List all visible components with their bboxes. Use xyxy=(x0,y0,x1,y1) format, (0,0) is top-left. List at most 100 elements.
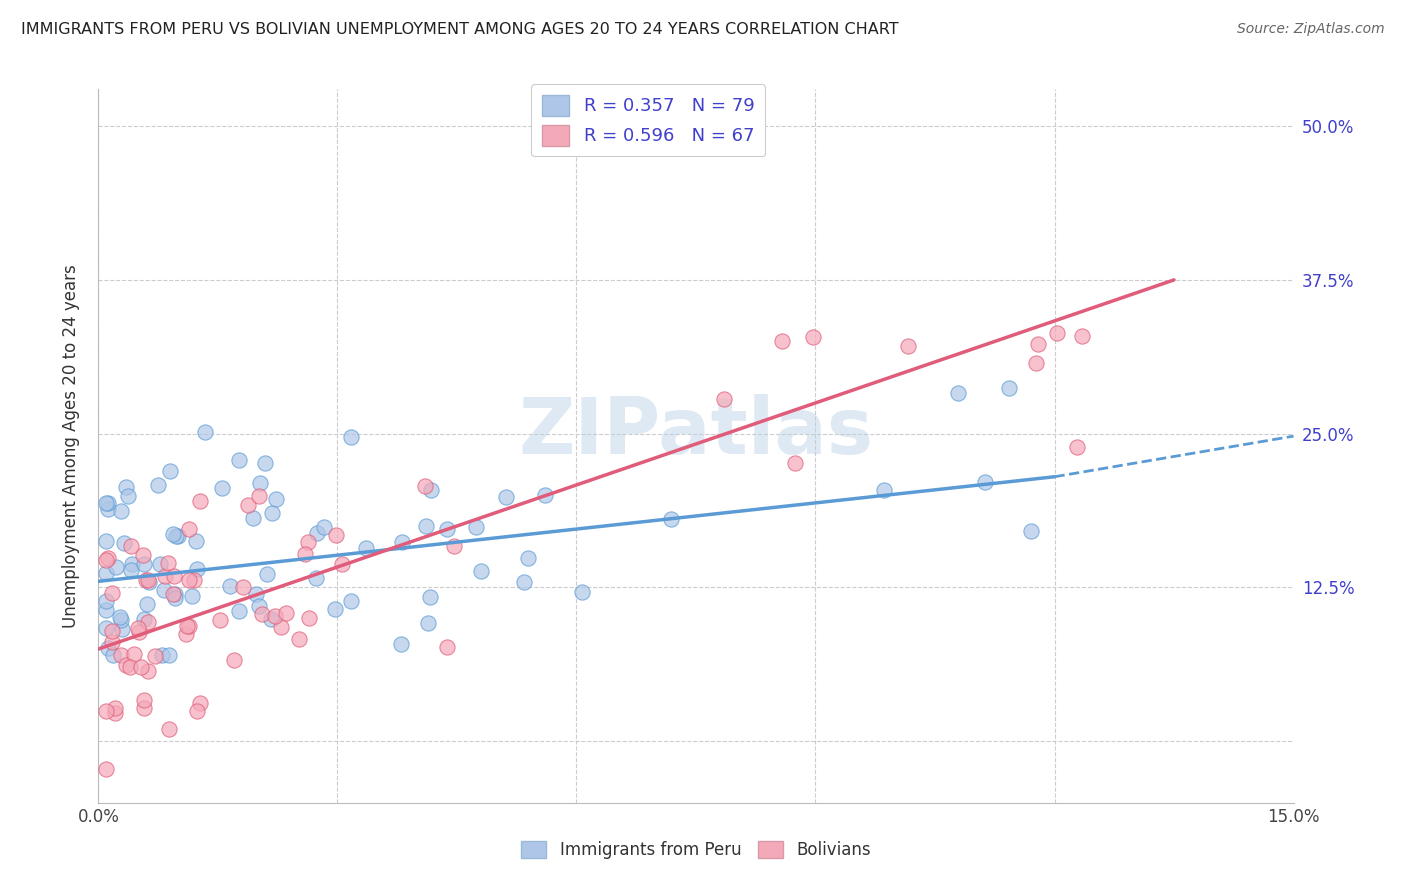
Point xyxy=(516,550,538,565)
Text: IMMIGRANTS FROM PERU VS BOLIVIAN UNEMPLOYMENT AMONG AGES 20 TO 24 YEARS CORRELAT: IMMIGRANTS FROM PERU VS BOLIVIAN UNEMPLO… xyxy=(21,22,898,37)
Point xyxy=(115,658,138,673)
Point xyxy=(340,593,363,607)
Point xyxy=(96,496,118,510)
Point xyxy=(391,535,413,549)
Point xyxy=(97,551,120,566)
Text: ZIPatlas: ZIPatlas xyxy=(519,393,873,470)
Point xyxy=(183,574,205,588)
Point xyxy=(97,496,120,510)
Point xyxy=(998,381,1021,395)
Point xyxy=(783,457,806,471)
Point xyxy=(96,621,118,635)
Point xyxy=(136,574,159,588)
Point xyxy=(112,536,135,550)
Point xyxy=(194,425,217,439)
Point xyxy=(418,615,440,630)
Point xyxy=(801,330,824,344)
Point xyxy=(245,587,267,601)
Point xyxy=(307,525,329,540)
Point xyxy=(96,762,118,776)
Point xyxy=(159,648,181,662)
Point xyxy=(186,562,208,576)
Point xyxy=(176,619,198,633)
Point xyxy=(101,635,124,649)
Point xyxy=(97,640,120,655)
Point xyxy=(330,558,353,572)
Point xyxy=(659,511,682,525)
Point xyxy=(120,660,142,674)
Point xyxy=(128,625,150,640)
Legend: Immigrants from Peru, Bolivians: Immigrants from Peru, Bolivians xyxy=(515,834,877,866)
Point xyxy=(111,622,134,636)
Point xyxy=(247,599,270,614)
Point xyxy=(249,475,271,490)
Point xyxy=(260,506,283,520)
Point xyxy=(135,574,157,588)
Point xyxy=(436,640,458,654)
Point xyxy=(132,548,155,562)
Point xyxy=(513,574,536,589)
Point xyxy=(228,453,250,467)
Point xyxy=(1070,328,1092,343)
Point xyxy=(110,648,132,663)
Point xyxy=(236,498,259,512)
Point xyxy=(132,692,155,706)
Point xyxy=(232,580,254,594)
Point xyxy=(162,526,184,541)
Point xyxy=(1026,337,1049,351)
Point xyxy=(163,591,186,606)
Point xyxy=(896,338,918,352)
Point xyxy=(190,696,212,710)
Text: Source: ZipAtlas.com: Source: ZipAtlas.com xyxy=(1237,22,1385,37)
Point xyxy=(436,522,458,536)
Point xyxy=(177,522,200,536)
Point xyxy=(96,553,118,567)
Point xyxy=(294,547,316,561)
Point xyxy=(264,491,287,506)
Point xyxy=(132,612,155,626)
Point xyxy=(274,607,297,621)
Point xyxy=(323,602,346,616)
Point xyxy=(110,613,132,627)
Point xyxy=(148,478,170,492)
Point xyxy=(115,480,138,494)
Point xyxy=(136,615,159,630)
Point xyxy=(340,430,363,444)
Point xyxy=(946,386,969,401)
Point xyxy=(96,704,118,718)
Point xyxy=(152,648,174,662)
Point xyxy=(155,568,177,582)
Point xyxy=(177,619,200,633)
Point xyxy=(256,566,278,581)
Point xyxy=(177,573,200,587)
Point xyxy=(314,520,336,534)
Point xyxy=(100,586,122,600)
Point xyxy=(1025,355,1047,369)
Point xyxy=(131,659,153,673)
Point xyxy=(443,539,465,553)
Point xyxy=(96,534,118,549)
Point xyxy=(165,587,187,601)
Point xyxy=(121,557,143,571)
Point xyxy=(264,609,287,624)
Point xyxy=(127,621,149,635)
Point xyxy=(389,637,412,651)
Point xyxy=(250,607,273,621)
Point xyxy=(159,464,181,478)
Point xyxy=(180,589,202,603)
Point xyxy=(134,700,156,714)
Point xyxy=(325,528,347,542)
Point xyxy=(162,587,184,601)
Point xyxy=(973,475,995,489)
Point xyxy=(470,565,492,579)
Point xyxy=(415,519,437,533)
Point xyxy=(419,591,441,605)
Point xyxy=(103,648,125,662)
Point xyxy=(104,701,127,715)
Point xyxy=(120,539,142,553)
Point xyxy=(184,533,207,548)
Point xyxy=(208,613,231,627)
Point xyxy=(354,541,377,555)
Point xyxy=(495,490,517,504)
Point xyxy=(110,504,132,518)
